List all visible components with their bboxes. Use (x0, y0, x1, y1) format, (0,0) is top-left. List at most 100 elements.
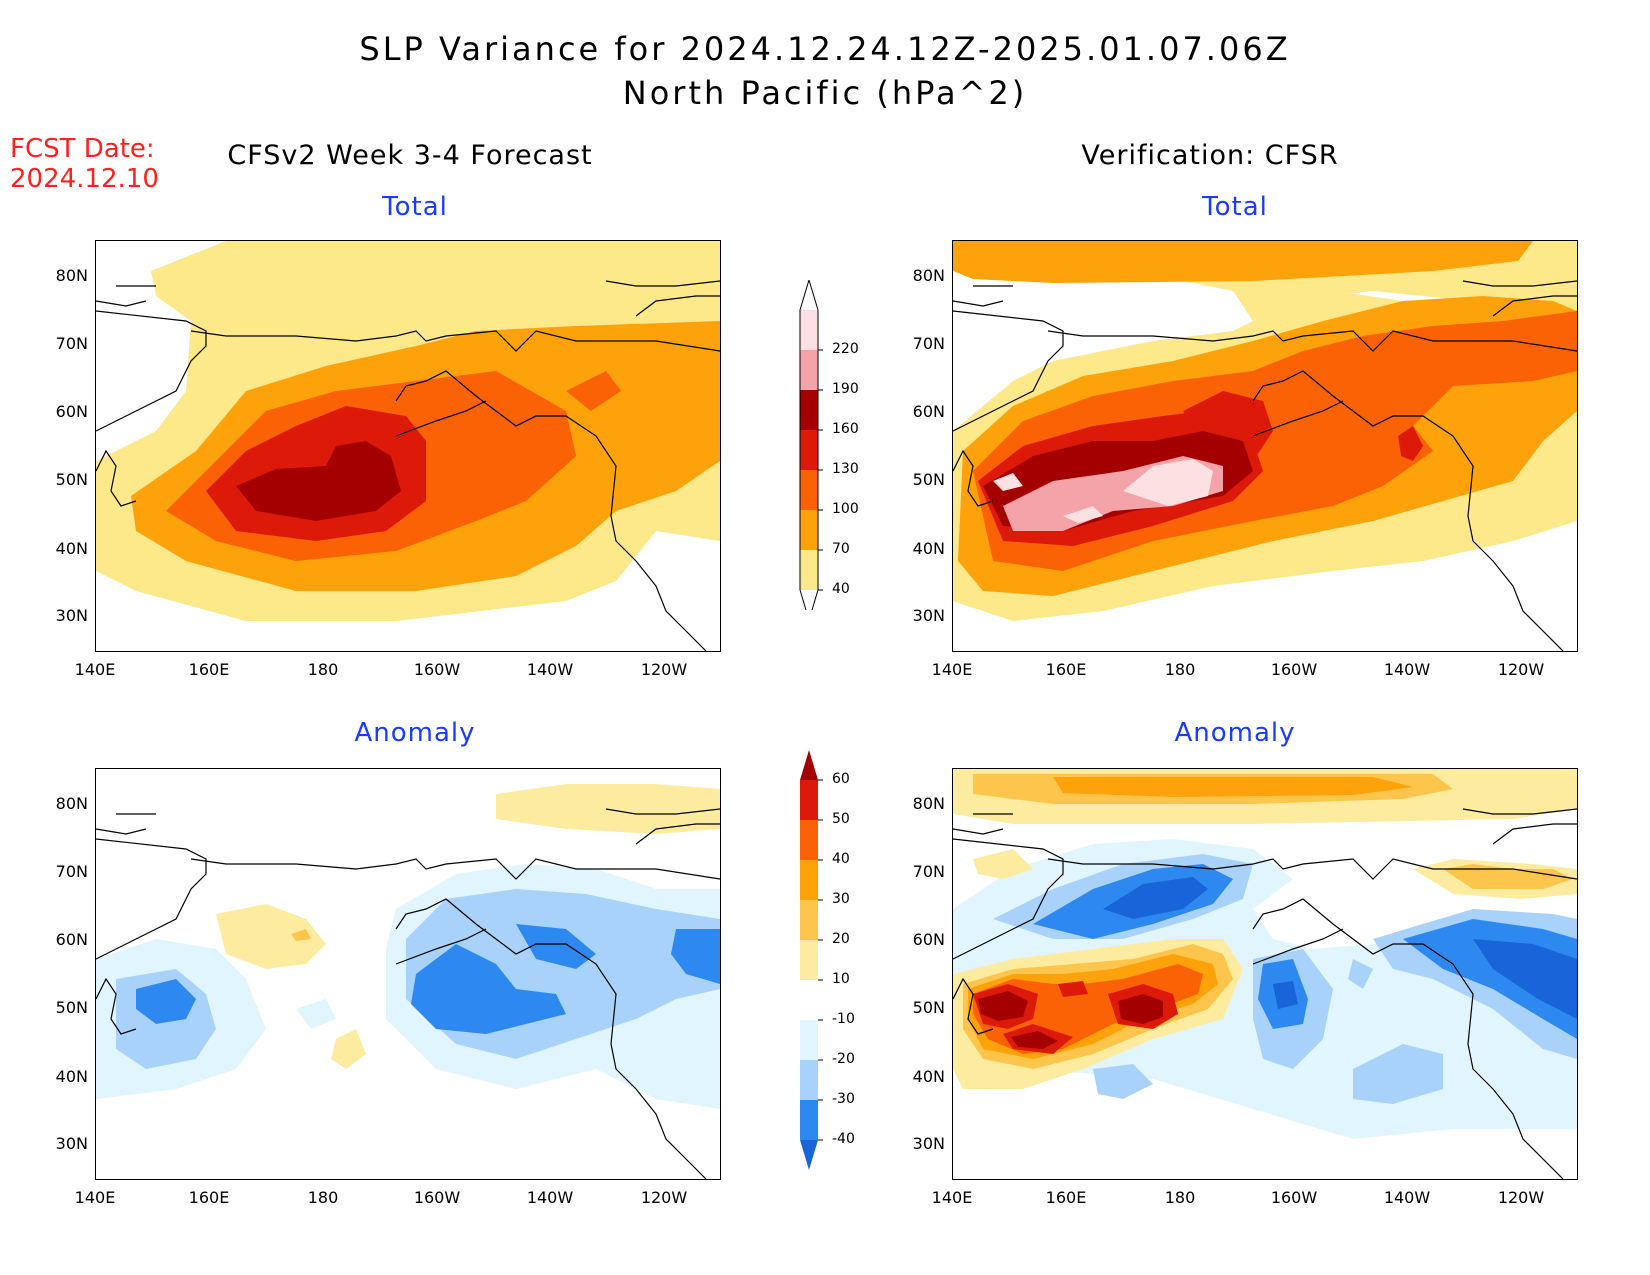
total-cbar-label-40: 40 (832, 581, 850, 597)
total-cbar-box-5 (800, 350, 818, 390)
fc-total-lat-label-80N: 80N (55, 266, 88, 285)
total-cbar-label-220: 220 (832, 341, 859, 357)
anom-plus20 (291, 929, 311, 941)
ver-anom-lat-label-50N: 50N (912, 998, 945, 1017)
anom-minus30 (136, 924, 720, 1034)
anom-cbar-label-20: 20 (832, 931, 850, 947)
total-cbar-label-130: 130 (832, 461, 859, 477)
ver-anom-lon-label-180: 180 (1164, 1188, 1196, 1207)
fcst-date-label: FCST Date: (10, 134, 155, 164)
fc-anomaly-subtitle: Anomaly (354, 718, 476, 748)
total-cbar-box-2 (800, 470, 818, 510)
total-cbar-top-arrow (799, 280, 819, 311)
total-cbar-label-160: 160 (832, 421, 859, 437)
ver-total-lat-label-30N: 30N (912, 606, 945, 625)
anom-cbar-box-7 (800, 820, 818, 860)
anom-cbar-top-arrow (800, 750, 818, 780)
fc-anom-lon-label-160E: 160E (188, 1188, 230, 1207)
ver-total-lat-label-60N: 60N (912, 402, 945, 421)
total-cbar-label-190: 190 (832, 381, 859, 397)
anom-cbar-label-10: 10 (832, 971, 850, 987)
fc-total-lat-label-30N: 30N (55, 606, 88, 625)
anom-plus60 (978, 991, 1163, 1049)
contour-70-top (953, 241, 1533, 283)
fcst-date-value: 2024.12.10 (10, 164, 159, 194)
fc-anom-lat-label-80N: 80N (55, 794, 88, 813)
anom-cbar-label--20: -20 (832, 1051, 855, 1067)
ver-total-lat-label-70N: 70N (912, 334, 945, 353)
total-cbar-label-70: 70 (832, 541, 850, 557)
fc-anom-lon-label-120W: 120W (640, 1188, 688, 1207)
anom-cbar-box-2 (800, 1020, 818, 1060)
fc-total-lat-label-70N: 70N (55, 334, 88, 353)
ver-total-lon-label-120W: 120W (1497, 660, 1545, 679)
anom-cbar-label--30: -30 (832, 1091, 855, 1107)
anom-cbar-box-0 (800, 1100, 818, 1140)
fc-anom-lon-label-140W: 140W (526, 1188, 574, 1207)
anom-cbar-box-5 (800, 900, 818, 940)
coastline (96, 808, 720, 1179)
contour-130-small (1398, 426, 1423, 461)
total-colorbar (799, 280, 823, 610)
fc-anom-lon-label-140E: 140E (74, 1188, 116, 1207)
fc-anom-lat-label-70N: 70N (55, 862, 88, 881)
contour-220 (993, 459, 1213, 523)
anomaly-colorbar (800, 750, 823, 1170)
total-cbar-box-4 (800, 390, 818, 430)
contour-100b (566, 371, 621, 411)
anom-cbar-label-50: 50 (832, 811, 850, 827)
total-cbar-box-1 (800, 510, 818, 550)
main-title-line2: North Pacific (hPa^2) (622, 74, 1028, 112)
ver-anom-lat-label-40N: 40N (912, 1067, 945, 1086)
verification-total-map (952, 240, 1578, 652)
total-cbar-box-0 (800, 550, 818, 590)
anom-cbar-box-1 (800, 1060, 818, 1100)
fc-total-subtitle: Total (382, 192, 448, 222)
verification-anomaly-map (952, 768, 1578, 1180)
total-cbar-box-6 (800, 310, 818, 350)
total-cbar-label-100: 100 (832, 501, 859, 517)
anom-plus30-top (1053, 777, 1413, 797)
ver-anom-lon-label-160E: 160E (1045, 1188, 1087, 1207)
anom-cbar-box-3 (800, 980, 818, 1020)
anom-cbar-box-6 (800, 860, 818, 900)
ver-total-lat-label-50N: 50N (912, 470, 945, 489)
coastline (953, 280, 1577, 651)
ver-total-lon-label-140W: 140W (1383, 660, 1431, 679)
fc-total-lat-label-40N: 40N (55, 539, 88, 558)
ver-total-lat-label-80N: 80N (912, 266, 945, 285)
anom-cbar-bottom-arrow (800, 1140, 818, 1170)
ver-anom-lat-label-80N: 80N (912, 794, 945, 813)
total-cbar-bottom-arrow (799, 589, 819, 610)
fc-total-lat-label-50N: 50N (55, 470, 88, 489)
anom-cbar-label-60: 60 (832, 771, 850, 787)
anom-cbar-box-8 (800, 780, 818, 820)
ver-anom-lon-label-140W: 140W (1383, 1188, 1431, 1207)
anom-cbar-label--10: -10 (832, 1011, 855, 1027)
total-cbar-outline (799, 310, 819, 590)
verification-column-title: Verification: CFSR (1081, 140, 1339, 171)
contour-160 (236, 441, 401, 521)
coastline (96, 280, 720, 651)
main-title-line1: SLP Variance for 2024.12.24.12Z-2025.01.… (359, 30, 1291, 68)
fc-anom-lat-label-60N: 60N (55, 930, 88, 949)
total-cbar-box-3 (800, 430, 818, 470)
anom-minus40 (1103, 877, 1577, 1019)
coastline (953, 808, 1577, 1179)
fc-total-lon-label-180: 180 (307, 660, 339, 679)
forecast-anomaly-map (95, 768, 721, 1180)
ver-anomaly-subtitle: Anomaly (1174, 718, 1296, 748)
ver-anom-lon-label-120W: 120W (1497, 1188, 1545, 1207)
anom-cbar-label-30: 30 (832, 891, 850, 907)
fc-total-lon-label-140E: 140E (74, 660, 116, 679)
ver-anom-lat-label-60N: 60N (912, 930, 945, 949)
anom-cbar-label--40: -40 (832, 1131, 855, 1147)
fc-anom-lat-label-30N: 30N (55, 1134, 88, 1153)
anom-cbar-label-40: 40 (832, 851, 850, 867)
ver-total-lon-label-180: 180 (1164, 660, 1196, 679)
forecast-total-map (95, 240, 721, 652)
ver-anom-lon-label-140E: 140E (931, 1188, 973, 1207)
anom-cbar-box-4 (800, 940, 818, 980)
forecast-column-title: CFSv2 Week 3-4 Forecast (227, 140, 593, 171)
fc-anom-lon-label-160W: 160W (413, 1188, 461, 1207)
